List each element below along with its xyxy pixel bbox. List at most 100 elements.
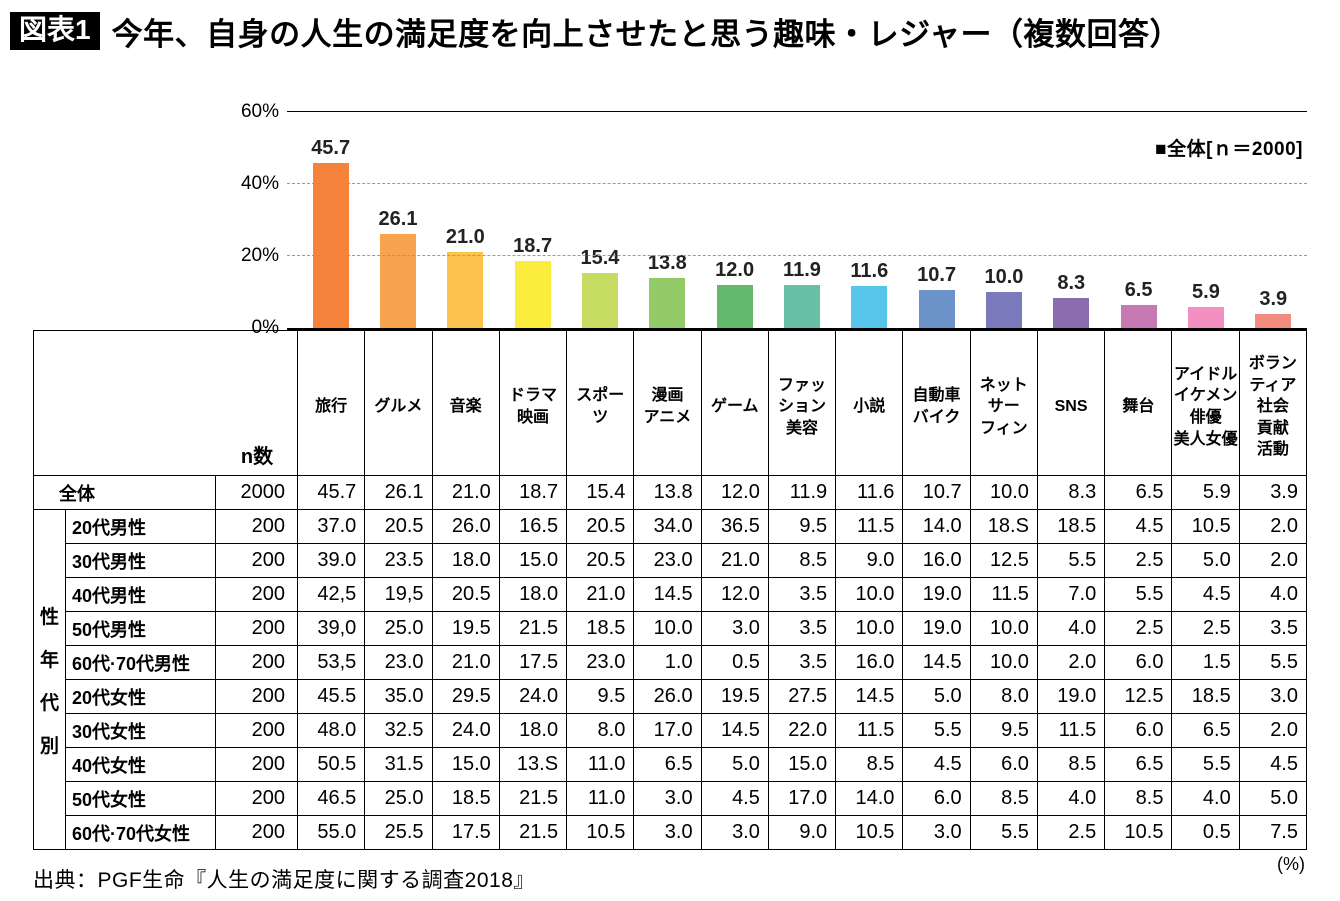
table-cell: 21.5 xyxy=(498,781,568,816)
table-cell: 17.5 xyxy=(431,815,500,850)
table-cell: 20.5 xyxy=(431,577,500,612)
table-cell: 12.0 xyxy=(700,475,769,510)
bar-舞台 xyxy=(1120,304,1157,328)
table-cell: 26.0 xyxy=(633,679,702,714)
data-table: n数 旅行 グルメ 音楽 ドラマ 映画 スポー ツ漫画 アニメ ゲーム ファッ ション 美容… xyxy=(32,330,1308,850)
bar-chart: ■全体[ｎ＝2000] 45.7 26.1 21.0 18.7 15.4 13.8 12.0… xyxy=(33,64,1307,338)
column-header: ドラマ 映画 xyxy=(498,330,568,476)
table-cell: 6.5 xyxy=(1104,475,1173,510)
table-row: 30代女性 200 48.0 32.5 24.0 18.0 8.0 17.0 14.5 22.0 1… xyxy=(34,713,1308,748)
bar-group: 10.0 xyxy=(970,112,1037,328)
table-cell: 23.0 xyxy=(633,543,702,578)
table-cell: 9.5 xyxy=(566,679,635,714)
table-cell: 10.0 xyxy=(969,645,1038,680)
table-cell: 8.0 xyxy=(969,679,1038,714)
table-cell: 16.0 xyxy=(902,543,971,578)
table-cell: 6.0 xyxy=(1104,645,1173,680)
table-cell: 29.5 xyxy=(431,679,500,714)
table-cell: 2.0 xyxy=(1238,509,1308,544)
n-value: 200 xyxy=(214,611,299,646)
table-cell: 8.5 xyxy=(1104,781,1173,816)
table-cell: 17.0 xyxy=(767,781,837,816)
table-cell: 45.5 xyxy=(297,679,366,714)
n-value: 200 xyxy=(214,679,299,714)
table-cell: 4.5 xyxy=(1238,747,1308,782)
bar-group: 8.3 xyxy=(1038,112,1105,328)
category-header-row: n数 旅行 グルメ 音楽 ドラマ 映画 スポー ツ漫画 アニメ ゲーム ファッ ション 美容… xyxy=(32,330,1308,476)
table-cell: 4.0 xyxy=(1036,781,1106,816)
table-cell: 14.5 xyxy=(902,645,971,680)
table-cell: 1.0 xyxy=(633,645,702,680)
column-header: ゲーム xyxy=(700,330,769,476)
table-row: 40代男性 200 42,5 19,5 20.5 18.0 21.0 14.5 12.0 3.5 1… xyxy=(34,577,1308,612)
table-cell: 46.5 xyxy=(297,781,366,816)
table-cell: 16.5 xyxy=(498,509,568,544)
bar-ゲーム xyxy=(716,284,753,328)
table-cell: 0.5 xyxy=(1171,815,1240,850)
bar-SNS xyxy=(1053,298,1090,328)
table-cell: 2.5 xyxy=(1171,611,1240,646)
table-cell: 17.0 xyxy=(633,713,702,748)
table-cell: 25.0 xyxy=(364,781,433,816)
table-cell: 13.S xyxy=(498,747,568,782)
n-value: 200 xyxy=(214,577,299,612)
n-value: 200 xyxy=(214,509,299,544)
table-cell: 2.0 xyxy=(1238,713,1308,748)
table-cell: 14.5 xyxy=(633,577,702,612)
bar-value-label: 11.6 xyxy=(850,260,889,283)
table-cell: 21.5 xyxy=(498,815,568,850)
row-label: 60代·70代男性 xyxy=(65,645,216,680)
bar-group: 18.7 xyxy=(499,112,566,328)
table-cell: 21.0 xyxy=(431,645,500,680)
n-column-header: n数 xyxy=(240,446,274,468)
table-cell: 2.0 xyxy=(1238,543,1308,578)
table-cell: 14.5 xyxy=(700,713,769,748)
table-cell: 50.5 xyxy=(297,747,366,782)
table-cell: 9.5 xyxy=(969,713,1038,748)
table-cell: 35.0 xyxy=(364,679,433,714)
bar-音楽 xyxy=(447,252,484,328)
table-cell: 11.9 xyxy=(767,475,837,510)
source-note: 出典：PGF生命『人生の満足度に関する調査2018』 xyxy=(33,869,535,892)
bar-ボランティア社会貢献活動 xyxy=(1255,313,1292,328)
table-cell: 1.5 xyxy=(1171,645,1240,680)
table-cell: 3.5 xyxy=(767,577,837,612)
row-label: 30代男性 xyxy=(65,543,216,578)
bar-value-label: 10.0 xyxy=(984,266,1024,288)
table-row: 全体 2000 45.7 26.1 21.0 18.7 15.4 13.8 12.0 11.9 11… xyxy=(33,475,1308,510)
table-cell: 5.0 xyxy=(1238,781,1308,816)
table-cell: 8.3 xyxy=(1036,475,1106,510)
n-value: 2000 xyxy=(214,475,299,510)
bar-value-label: 12.0 xyxy=(715,258,755,281)
table-cell: 20.5 xyxy=(566,509,635,544)
table-cell: 19.0 xyxy=(1036,679,1106,714)
table-cell: 19.0 xyxy=(902,611,971,646)
bar-アイドルイケメン俳優美人女優 xyxy=(1187,306,1224,328)
bar-group: 5.9 xyxy=(1172,112,1239,328)
y-axis-label: 60% xyxy=(240,101,279,122)
table-cell: 4.0 xyxy=(1238,577,1308,612)
bar-value-label: 3.9 xyxy=(1259,287,1288,310)
table-cell: 5.5 xyxy=(1036,543,1106,578)
table-cell: 13.8 xyxy=(633,475,702,510)
table-row: 性年代別 20代男性 200 37.0 20.5 26.0 16.5 20.5 34.0 36.5… xyxy=(33,509,1308,850)
table-cell: 5.0 xyxy=(902,679,971,714)
bar-value-label: 11.9 xyxy=(783,259,821,282)
table-cell: 5.9 xyxy=(1171,475,1240,510)
table-cell: 14.0 xyxy=(902,509,971,544)
bar-value-label: 10.7 xyxy=(917,263,957,286)
n-value: 200 xyxy=(214,543,299,578)
n-value: 200 xyxy=(214,815,299,850)
table-cell: 11.0 xyxy=(566,747,635,782)
table-cell: 18.0 xyxy=(431,543,500,578)
table-cell: 14.5 xyxy=(835,679,904,714)
table-cell: 14.0 xyxy=(835,781,904,816)
table-cell: 26.0 xyxy=(431,509,500,544)
table-cell: 2.0 xyxy=(1036,645,1106,680)
column-header: スポー ツ xyxy=(566,330,635,476)
n-value: 200 xyxy=(214,747,299,782)
table-cell: 15.4 xyxy=(566,475,635,510)
table-cell: 10.5 xyxy=(1104,815,1173,850)
table-cell: 3.0 xyxy=(902,815,971,850)
figure-tag: 図表1 xyxy=(10,11,100,51)
